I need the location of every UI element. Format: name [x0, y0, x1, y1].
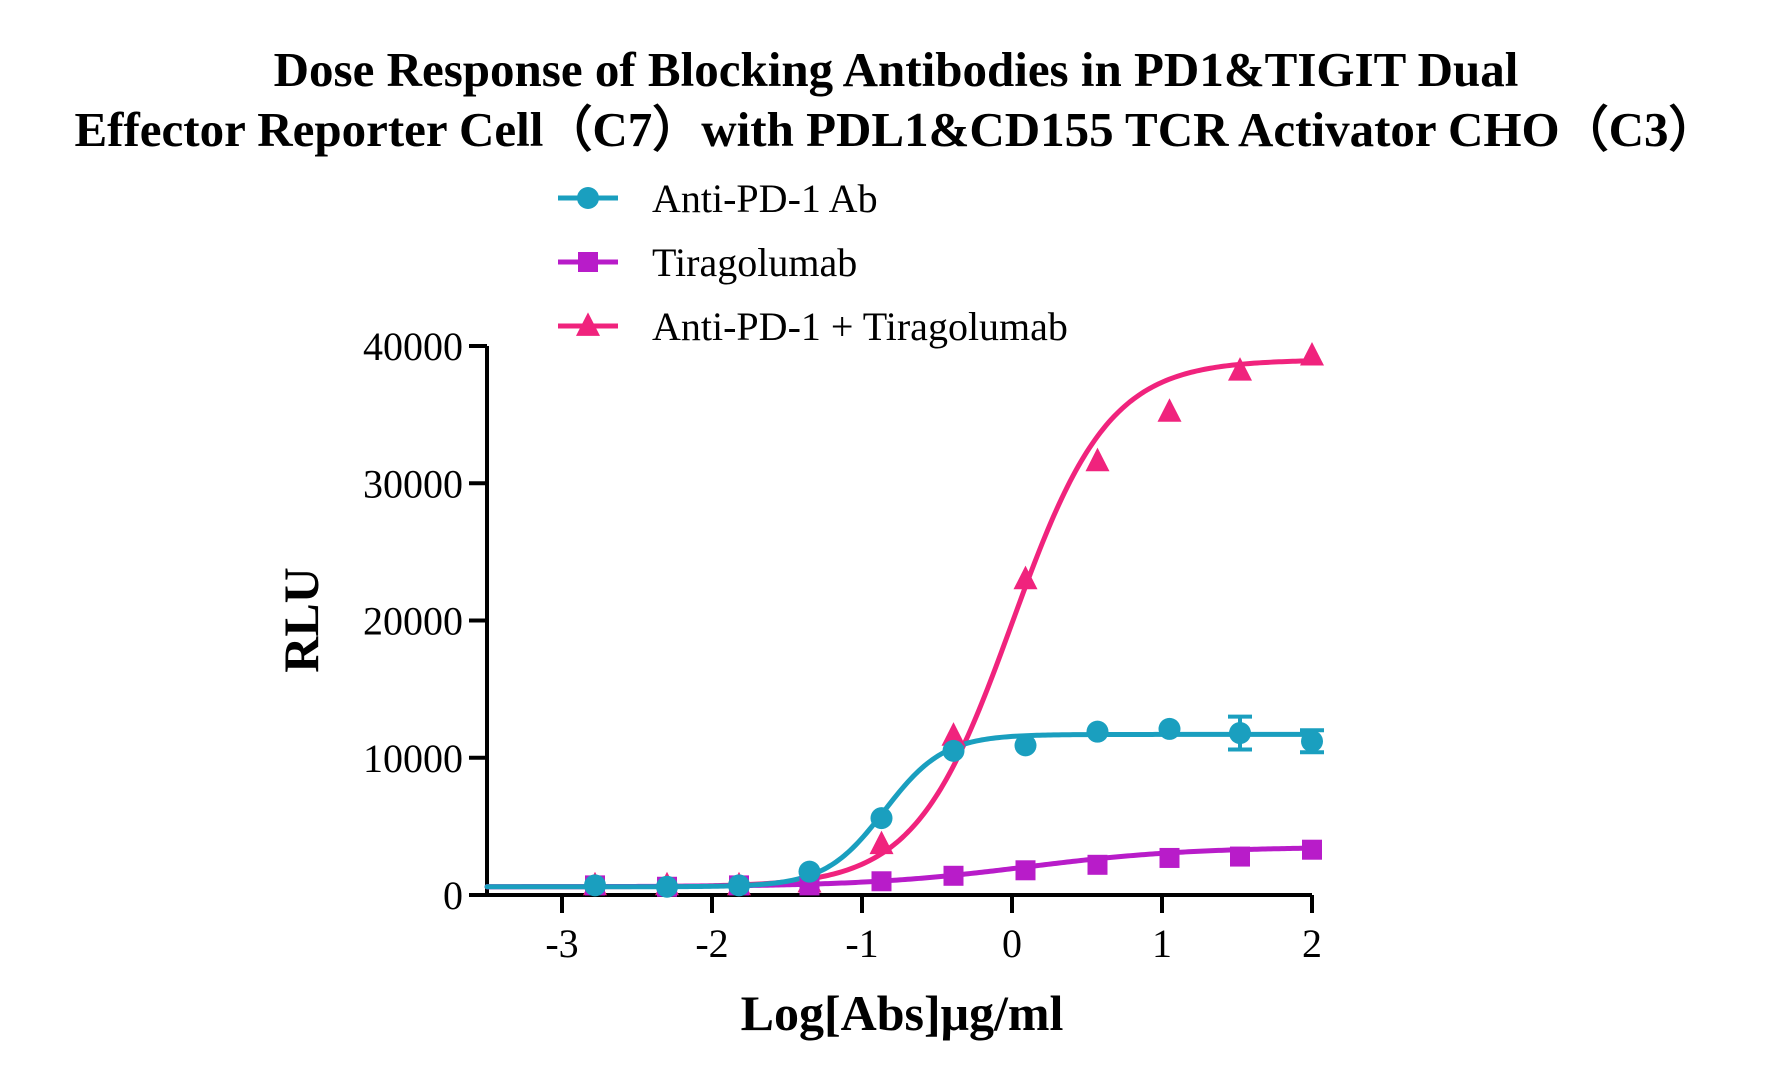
x-tick-label: 2 — [1302, 921, 1322, 966]
legend-label-anti-pd-1-ab: Anti-PD-1 Ab — [652, 176, 878, 221]
data-point-anti-pd-1-ab — [1229, 722, 1251, 745]
axes: 0 10000 20000 30000 40000 -3 -2 -1 0 1 2 — [363, 324, 1322, 966]
x-tick-label: -3 — [545, 921, 578, 966]
data-point-anti-pd-1-ab — [584, 874, 606, 897]
data-point-anti-pd-1-ab — [1301, 730, 1323, 753]
data-point-anti-pd-1-tiragolumab — [1228, 357, 1252, 381]
x-tick-label: 1 — [1152, 921, 1172, 966]
data-point-tiragolumab — [1302, 839, 1322, 860]
fit-curve-anti-pd-1-ab — [484, 731, 1315, 890]
data-point-tiragolumab — [1230, 846, 1250, 867]
legend-marker-anti-pd-1-tiragolumab — [576, 312, 600, 336]
data-point-tiragolumab — [871, 871, 892, 892]
data-point-anti-pd-1-ab — [942, 739, 965, 762]
x-tick-label: -1 — [845, 921, 878, 966]
x-tick-label: -2 — [695, 921, 728, 966]
legend-marker-anti-pd-1-ab — [577, 187, 599, 209]
data-point-anti-pd-1-ab — [1158, 717, 1181, 740]
data-point-tiragolumab — [1087, 854, 1108, 875]
data-point-anti-pd-1-tiragolumab — [869, 830, 894, 855]
y-tick-label: 40000 — [363, 324, 463, 369]
y-tick-label: 10000 — [363, 736, 463, 781]
chart-title: Dose Response of Blocking Antibodies in … — [274, 42, 1519, 97]
data-point-tiragolumab — [1159, 847, 1180, 868]
data-point-anti-pd-1-ab — [1014, 734, 1037, 757]
data-point-tiragolumab — [1015, 860, 1036, 881]
y-tick-label: 0 — [443, 873, 463, 918]
data-point-anti-pd-1-ab — [728, 874, 750, 897]
data-point-anti-pd-1-tiragolumab — [1157, 398, 1182, 422]
data-point-anti-pd-1-ab — [798, 860, 821, 883]
legend-label-tiragolumab: Tiragolumab — [652, 240, 857, 285]
fit-curve-anti-pd-1-tiragolumab — [484, 358, 1315, 890]
data-point-anti-pd-1-tiragolumab — [1013, 565, 1038, 590]
data-point-anti-pd-1-tiragolumab — [1085, 447, 1110, 472]
y-tick-label: 30000 — [363, 461, 463, 506]
y-tick-label: 20000 — [363, 599, 463, 644]
chart-subtitle: Effector Reporter Cell（C7）with PDL1&CD15… — [74, 102, 1717, 157]
data-point-anti-pd-1-ab — [1086, 720, 1109, 743]
x-tick-label: 0 — [1002, 921, 1022, 966]
legend-marker-tiragolumab — [578, 252, 598, 272]
legend-label-anti-pd-1-tiragolumab: Anti-PD-1 + Tiragolumab — [652, 304, 1068, 349]
data-point-tiragolumab — [943, 865, 964, 886]
x-axis-title: Log[Abs]μg/ml — [741, 985, 1064, 1041]
y-axis-title: RLU — [273, 567, 329, 673]
data-markers — [583, 341, 1324, 898]
data-point-anti-pd-1-ab — [656, 875, 678, 898]
fit-curves — [484, 358, 1315, 890]
data-point-anti-pd-1-tiragolumab — [1300, 341, 1324, 366]
fit-curve-tiragolumab — [484, 845, 1315, 890]
data-point-anti-pd-1-ab — [870, 807, 893, 830]
data-point-anti-pd-1-tiragolumab — [941, 722, 966, 746]
legend: Anti-PD-1 Ab Tiragolumab Anti-PD-1 + Tirag… — [558, 176, 1068, 349]
